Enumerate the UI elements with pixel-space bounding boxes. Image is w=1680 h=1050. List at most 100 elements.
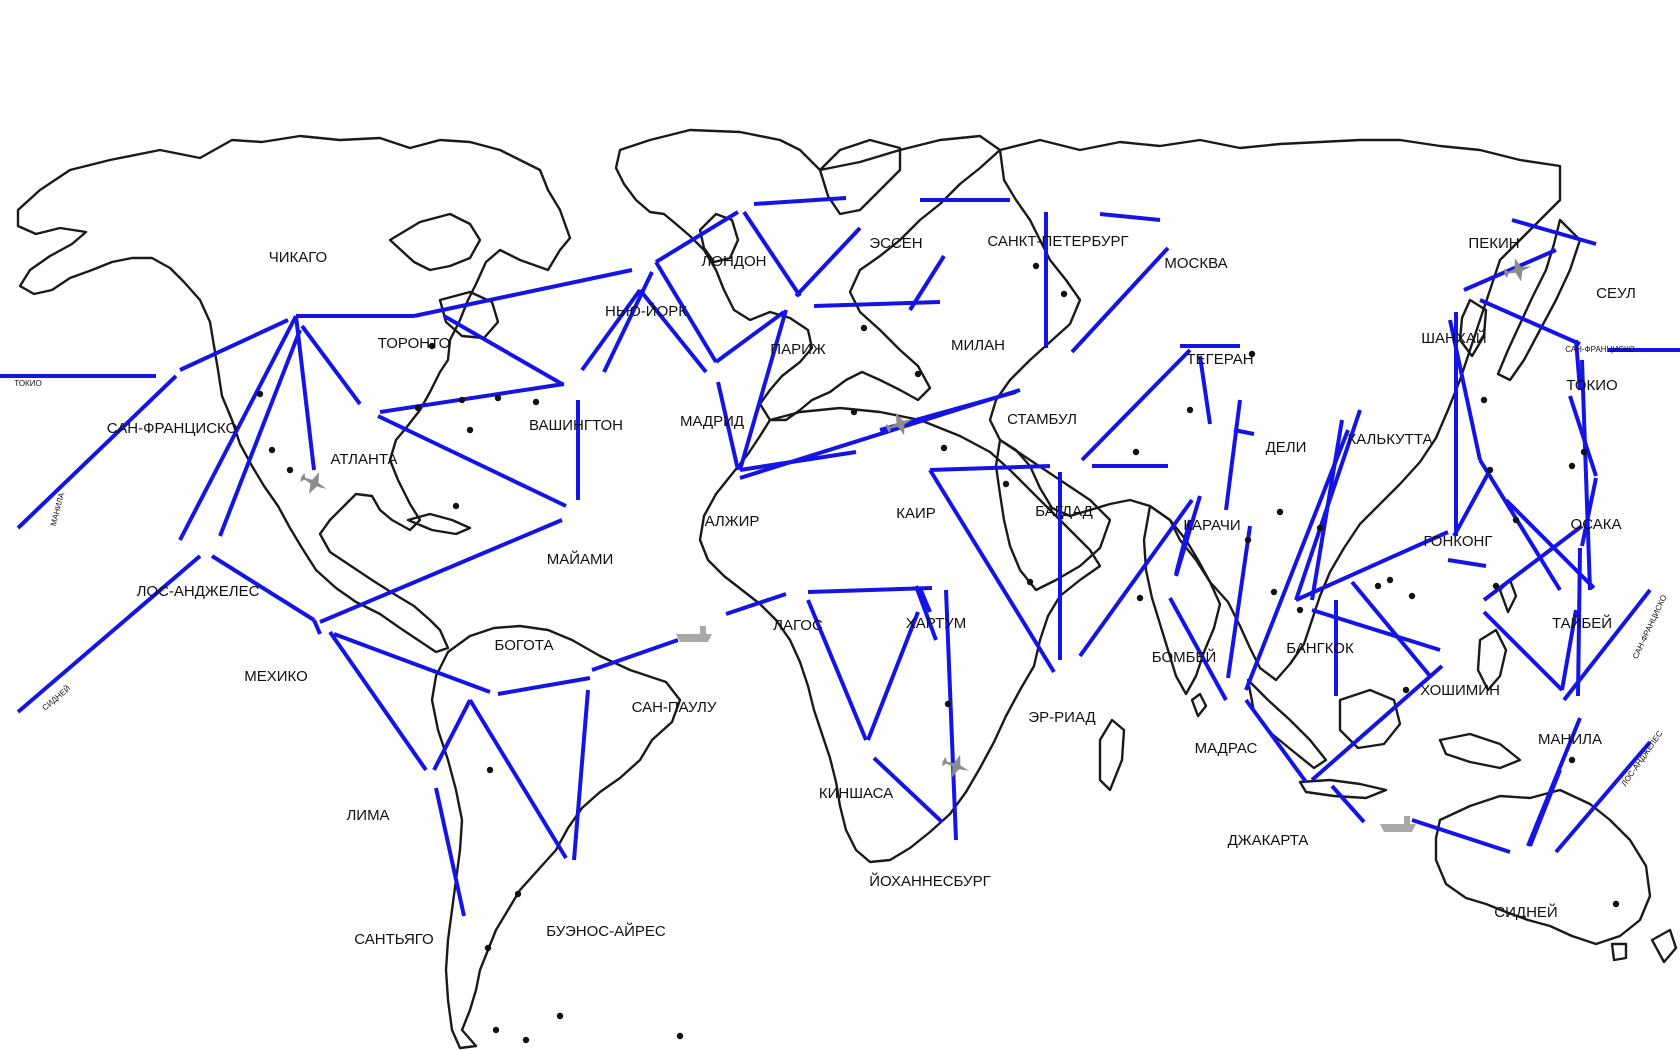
- cuba-island: [406, 512, 472, 536]
- city-label-toronto: ТОРОНТО: [378, 335, 451, 352]
- route-segment: [379, 382, 565, 414]
- city-dot: [944, 700, 952, 708]
- korea-peninsula: [1458, 298, 1488, 358]
- route-segment: [1224, 399, 1242, 511]
- route-segment: [1099, 212, 1161, 222]
- route-segment: [1330, 784, 1366, 824]
- cargo-ship-icon: [676, 626, 712, 642]
- route-segment: [872, 756, 944, 824]
- route-segment: [432, 699, 472, 771]
- route-segment: [497, 676, 591, 696]
- route-segment: [1560, 609, 1578, 691]
- city-label-lagos: ЛАГОС: [773, 617, 823, 634]
- route-segment: [1554, 740, 1652, 854]
- route-segment: [1174, 495, 1202, 577]
- edge-label-sf-east-2: САН-ФРАНЦИСКО: [1631, 593, 1669, 660]
- city-label-khartoum: ХАРТУМ: [906, 615, 967, 632]
- city-label-moscow: МОСКВА: [1164, 255, 1227, 272]
- city-label-tokyo: ТОКИО: [1566, 377, 1617, 394]
- route-segment: [1244, 429, 1350, 691]
- route-segment: [1478, 458, 1562, 592]
- route-segment: [1295, 530, 1449, 602]
- route-segment: [654, 210, 740, 264]
- route-segment: [602, 271, 654, 373]
- route-segment: [928, 468, 1056, 674]
- city-dot: [1032, 262, 1040, 270]
- route-segment: [1411, 818, 1511, 854]
- city-label-london: ЛОНДОН: [701, 253, 766, 270]
- city-dot: [1244, 536, 1252, 544]
- route-segment: [738, 309, 788, 471]
- city-label-shanghai: ШАНХАЙ: [1421, 329, 1486, 347]
- city-dot: [1612, 900, 1620, 908]
- airplane-icon: [1504, 258, 1532, 282]
- route-segment: [16, 554, 202, 714]
- route-segment: [413, 268, 633, 318]
- city-dot: [452, 502, 460, 510]
- city-dot: [1132, 448, 1140, 456]
- city-dot: [1002, 480, 1010, 488]
- city-dot: [1026, 578, 1034, 586]
- city-label-atlanta: АТЛАНТА: [330, 451, 397, 468]
- route-segment: [591, 638, 679, 672]
- arctic-coast: [388, 212, 482, 272]
- scandinavia: [818, 138, 902, 216]
- city-label-los-angeles: ЛОС-АНДЖЕЛЕС: [137, 583, 260, 600]
- city-label-sao-paulo: САН-ПАУЛУ: [632, 699, 717, 716]
- tasmania-island: [1610, 942, 1628, 962]
- city-label-baghdad: БАГДАД: [1035, 503, 1092, 520]
- north-america-coast: [16, 134, 572, 654]
- route-segment: [218, 329, 302, 537]
- city-dot: [940, 444, 948, 452]
- route-segment: [1574, 339, 1582, 391]
- city-label-paris: ПАРИЖ: [770, 341, 826, 358]
- route-segment: [1350, 580, 1432, 678]
- airplane-icon: [942, 754, 970, 778]
- city-label-milan: МИЛАН: [951, 337, 1005, 354]
- city-label-santiago: САНТЬЯГО: [354, 931, 433, 948]
- city-label-bogota: БОГОТА: [495, 637, 554, 654]
- city-dot: [466, 426, 474, 434]
- city-label-istanbul: СТАМБУЛ: [1007, 411, 1077, 428]
- city-dot: [1270, 588, 1278, 596]
- edge-labels: ТОКИОМАНИЛАСИДНЕЙСАН-ФРАНЦИСКОСАН-ФРАНЦИ…: [14, 345, 1668, 788]
- city-label-mumbai: БОМБЕЙ: [1152, 648, 1216, 666]
- city-dot: [1296, 606, 1304, 614]
- city-dot: [1316, 524, 1324, 532]
- city-label-madrid: МАДРИД: [680, 413, 744, 430]
- city-dot: [556, 1012, 564, 1020]
- new-zealand-island: [1650, 928, 1678, 964]
- route-segment: [210, 554, 316, 622]
- city-label-manila: МАНИЛА: [1538, 731, 1602, 748]
- route-segment: [742, 210, 802, 298]
- city-label-johannesburg: ЙОХАННЕСБУРГ: [869, 872, 990, 890]
- city-label-new-york: НЬЮ-ЙОРК: [605, 302, 687, 320]
- british-isles: [698, 212, 740, 264]
- madagascar-island: [1098, 718, 1126, 792]
- city-dot: [1512, 516, 1520, 524]
- city-label-buenos-aires: БУЭНОС-АЙРЕС: [546, 922, 666, 940]
- city-dot: [676, 1032, 684, 1040]
- city-dot: [1568, 462, 1576, 470]
- city-label-chicago: ЧИКАГО: [269, 249, 327, 266]
- route-segment: [580, 288, 642, 372]
- route-segment: [1452, 469, 1492, 537]
- route-segment: [16, 374, 178, 530]
- city-dot: [1486, 466, 1494, 474]
- city-label-riyadh: ЭР-РИАД: [1028, 709, 1095, 726]
- city-dot: [428, 342, 436, 350]
- africa-coast: [698, 406, 1102, 864]
- airplane-icon: [886, 412, 914, 436]
- route-segment: [1580, 359, 1592, 591]
- city-dot: [1060, 290, 1068, 298]
- city-dot: [1480, 396, 1488, 404]
- city-dot: [532, 398, 540, 406]
- city-dot: [484, 944, 492, 952]
- city-label-hong-kong: ГОНКОНГ: [1424, 533, 1493, 550]
- city-dot: [1276, 508, 1284, 516]
- route-segment: [1168, 597, 1228, 701]
- city-label-san-francisco: САН-ФРАНЦИСКО: [107, 420, 238, 437]
- europe-coast: [614, 128, 1002, 422]
- route-segment: [918, 587, 932, 613]
- airplane-icon: [300, 472, 327, 494]
